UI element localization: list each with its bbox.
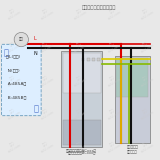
Text: 安科瑞
caful.com: 安科瑞 caful.com (72, 139, 88, 154)
Text: 」: 」 (4, 47, 9, 56)
Text: 安科瑞
caful.com: 安科瑞 caful.com (5, 139, 22, 154)
Text: N: N (33, 51, 37, 56)
Text: 安科瑞
caful.com: 安科瑞 caful.com (72, 73, 88, 87)
Bar (116, 58, 148, 97)
Circle shape (14, 32, 28, 47)
Text: 安科瑞
caful.com: 安科瑞 caful.com (72, 6, 88, 21)
Text: 安科瑞
caful.com: 安科瑞 caful.com (5, 106, 22, 121)
Text: 安科瑞
caful.com: 安科瑞 caful.com (105, 106, 122, 121)
Bar (97, 58, 100, 61)
Text: 安科瑞
caful.com: 安科瑞 caful.com (38, 106, 55, 121)
Bar (61, 52, 102, 147)
Text: 安科瑞
caful.com: 安科瑞 caful.com (5, 6, 22, 21)
Text: 安科瑞
caful.com: 安科瑞 caful.com (38, 6, 55, 21)
Bar (82, 58, 84, 61)
Text: A:485A線: A:485A線 (5, 82, 27, 86)
Text: 安科瑞
caful.com: 安科瑞 caful.com (72, 106, 88, 121)
Text: 載波電表、集中器口接線: 載波電表、集中器口接線 (82, 5, 116, 10)
Text: 安科瑞
caful.com: 安科瑞 caful.com (105, 139, 122, 154)
Text: 安科瑞
caful.com: 安科瑞 caful.com (105, 6, 122, 21)
Text: 安科瑞
caful.com: 安科瑞 caful.com (138, 139, 155, 154)
Text: 安科瑞
caful.com: 安科瑞 caful.com (105, 39, 122, 54)
Text: 安科瑞
caful.com: 安科瑞 caful.com (38, 39, 55, 54)
Text: 安科瑞
caful.com: 安科瑞 caful.com (105, 73, 122, 87)
Text: 威勝集中器: 威勝集中器 (127, 151, 138, 155)
Text: L: L (33, 36, 36, 41)
Bar (63, 53, 101, 93)
Text: 安科瑞
caful.com: 安科瑞 caful.com (5, 39, 22, 54)
FancyBboxPatch shape (1, 44, 41, 116)
Text: 安科瑞
caful.com: 安科瑞 caful.com (138, 6, 155, 21)
Text: 注:L(火線): 注:L(火線) (5, 55, 21, 59)
Text: 安科瑞
caful.com: 安科瑞 caful.com (38, 73, 55, 87)
Text: 輸入: 輸入 (19, 38, 24, 42)
Text: 威勝載波電表（ACxxx）: 威勝載波電表（ACxxx） (66, 148, 97, 152)
Text: 安科瑞
caful.com: 安科瑞 caful.com (138, 73, 155, 87)
Text: 威勝集中器: 威勝集中器 (126, 145, 138, 149)
Text: B:485B線: B:485B線 (5, 95, 27, 99)
Text: N(零線): N(零線) (5, 68, 20, 72)
Text: 威勝載波電表（ACxxx）: 威勝載波電表（ACxxx） (68, 151, 96, 155)
Text: 安科瑞
caful.com: 安科瑞 caful.com (38, 139, 55, 154)
Bar (115, 56, 150, 144)
Text: 安科瑞
caful.com: 安科瑞 caful.com (5, 73, 22, 87)
Text: 」: 」 (34, 104, 39, 113)
Text: 安科瑞
caful.com: 安科瑞 caful.com (138, 39, 155, 54)
Bar (92, 58, 95, 61)
Bar (87, 58, 90, 61)
Text: 安科瑞
caful.com: 安科瑞 caful.com (72, 39, 88, 54)
Text: 安科瑞
caful.com: 安科瑞 caful.com (138, 106, 155, 121)
Bar (63, 120, 101, 145)
